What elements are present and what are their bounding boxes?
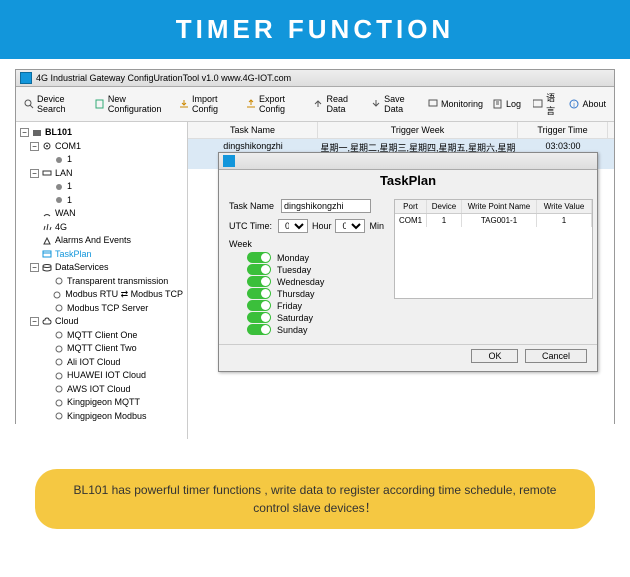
tree-mqtt2[interactable]: MQTT Client Two: [40, 342, 185, 356]
ok-button[interactable]: OK: [471, 349, 518, 363]
tree-lan[interactable]: −LAN: [28, 167, 185, 181]
tree-taskplan[interactable]: TaskPlan: [28, 248, 185, 262]
window-titlebar: 4G Industrial Gateway ConfigUrationTool …: [16, 70, 614, 87]
tree-ali[interactable]: Ali IOT Cloud: [40, 356, 185, 370]
gh-port: Port: [395, 200, 427, 213]
th-trigger-time: Trigger Time: [518, 122, 608, 138]
dialog-titlebar: [219, 153, 597, 170]
week-label: Week: [229, 239, 384, 249]
task-name-input[interactable]: [281, 199, 371, 213]
gh-point: Write Point Name: [462, 200, 537, 213]
main-panel: Task Name Trigger Week Trigger Time ding…: [188, 122, 614, 439]
monitor-icon: [428, 99, 438, 109]
log-icon: [493, 99, 503, 109]
hour-label: Hour: [312, 221, 332, 231]
app-icon: [20, 72, 32, 84]
write-points-grid: Port Device Write Point Name Write Value…: [394, 199, 593, 299]
tree-aws[interactable]: AWS IOT Cloud: [40, 383, 185, 397]
tree-kingm[interactable]: Kingpigeon Modbus: [40, 410, 185, 424]
tree-wan[interactable]: WAN: [28, 207, 185, 221]
gh-value: Write Value: [537, 200, 592, 213]
tree-dataservices[interactable]: −DataServices: [28, 261, 185, 275]
upload-icon: [313, 99, 323, 109]
utc-time-label: UTC Time:: [229, 221, 274, 231]
export-icon: [246, 99, 256, 109]
app-window: 4G Industrial Gateway ConfigUrationTool …: [15, 69, 615, 424]
export-config-button[interactable]: Export Config: [242, 93, 307, 115]
toggle-thursday[interactable]: [247, 288, 271, 299]
window-title: 4G Industrial Gateway ConfigUrationTool …: [36, 73, 291, 83]
tree-lan-1[interactable]: 1: [40, 180, 185, 194]
import-config-button[interactable]: Import Config: [175, 93, 240, 115]
toggle-friday[interactable]: [247, 300, 271, 311]
toggle-saturday[interactable]: [247, 312, 271, 323]
page-banner: TIMER FUNCTION: [0, 0, 630, 59]
toolbar: Device Search New Configuration Import C…: [16, 87, 614, 122]
tree-huawei[interactable]: HUAWEI IOT Cloud: [40, 369, 185, 383]
tree-com1[interactable]: −COM1: [28, 140, 185, 154]
tree-4g[interactable]: 4G: [28, 221, 185, 235]
tree-ds-tcp[interactable]: Modbus TCP Server: [40, 302, 185, 316]
th-trigger-week: Trigger Week: [318, 122, 518, 138]
dialog-title: TaskPlan: [219, 170, 597, 191]
tree-com1-1[interactable]: 1: [40, 153, 185, 167]
tree-cloud[interactable]: −Cloud: [28, 315, 185, 329]
search-icon: [24, 99, 34, 109]
tree-root[interactable]: −BL101: [18, 126, 185, 140]
dialog-icon: [223, 155, 235, 167]
min-select[interactable]: 03: [335, 219, 365, 233]
log-button[interactable]: Log: [489, 98, 525, 110]
import-icon: [179, 99, 189, 109]
nav-tree: −BL101 −COM1 1 −LAN 1 1 WAN 4G Alarms An…: [16, 122, 188, 439]
tree-mqtt1[interactable]: MQTT Client One: [40, 329, 185, 343]
file-icon: [95, 99, 105, 109]
task-table-header: Task Name Trigger Week Trigger Time: [188, 122, 614, 139]
tree-lan-2[interactable]: 1: [40, 194, 185, 208]
taskplan-dialog: TaskPlan Task Name UTC Time: 03 Hour 03 …: [218, 152, 598, 372]
grid-row[interactable]: COM1 1 TAG001-1 1: [395, 214, 592, 227]
language-button[interactable]: 语言: [529, 90, 563, 118]
caption-box: BL101 has powerful timer functions , wri…: [35, 469, 595, 529]
tree-ds-trans[interactable]: Transparent transmission: [40, 275, 185, 289]
monitoring-button[interactable]: Monitoring: [424, 98, 487, 110]
tree-king[interactable]: Kingpigeon MQTT: [40, 396, 185, 410]
th-task-name: Task Name: [188, 122, 318, 138]
tree-ds-rtu[interactable]: Modbus RTU ⇄ Modbus TCP: [40, 288, 185, 302]
min-label: Min: [369, 221, 384, 231]
gh-device: Device: [427, 200, 462, 213]
toggle-wednesday[interactable]: [247, 276, 271, 287]
toggle-monday[interactable]: [247, 252, 271, 263]
cancel-button[interactable]: Cancel: [525, 349, 587, 363]
toggle-tuesday[interactable]: [247, 264, 271, 275]
toggle-sunday[interactable]: [247, 324, 271, 335]
hour-select[interactable]: 03: [278, 219, 308, 233]
about-button[interactable]: iAbout: [565, 98, 610, 110]
read-data-button[interactable]: Read Data: [309, 93, 365, 115]
save-data-button[interactable]: Save Data: [367, 93, 422, 115]
task-name-label: Task Name: [229, 201, 277, 211]
tree-alarms[interactable]: Alarms And Events: [28, 234, 185, 248]
info-icon: i: [569, 99, 579, 109]
download-icon: [371, 99, 381, 109]
device-search-button[interactable]: Device Search: [20, 93, 89, 115]
new-config-button[interactable]: New Configuration: [91, 93, 173, 115]
lang-icon: [533, 99, 543, 109]
